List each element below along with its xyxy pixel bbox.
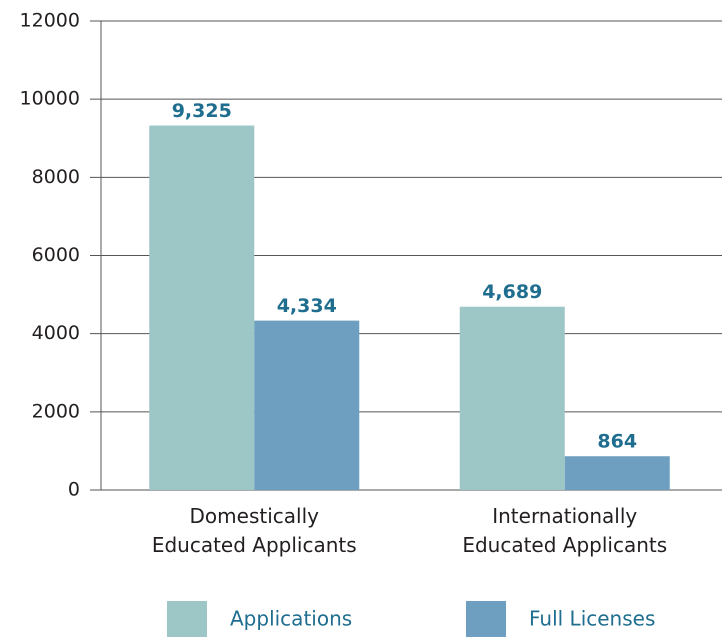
y-tick-label: 0 [68, 479, 80, 501]
legend-label: Applications [230, 607, 352, 631]
y-tick-label: 8000 [32, 166, 80, 188]
legend-label: Full Licenses [529, 607, 655, 631]
y-tick-label: 2000 [32, 400, 80, 422]
y-tick-label: 12000 [20, 10, 80, 32]
legend-swatch [167, 601, 207, 637]
bar [254, 320, 360, 490]
value-label: 864 [597, 431, 637, 453]
legend-swatch [466, 601, 506, 637]
y-tick-label: 4000 [32, 322, 80, 344]
x-tick-label: Domestically Educated Applicants [151, 504, 357, 557]
value-label: 4,689 [482, 281, 542, 303]
value-label: 9,325 [172, 100, 232, 122]
y-tick-label: 6000 [32, 244, 80, 266]
y-tick-label: 10000 [20, 88, 80, 110]
bar [564, 456, 670, 490]
bar [459, 306, 565, 490]
x-tick-label: Internationally Educated Applicants [462, 504, 668, 557]
bar [149, 125, 255, 491]
value-label: 4,334 [277, 295, 337, 317]
